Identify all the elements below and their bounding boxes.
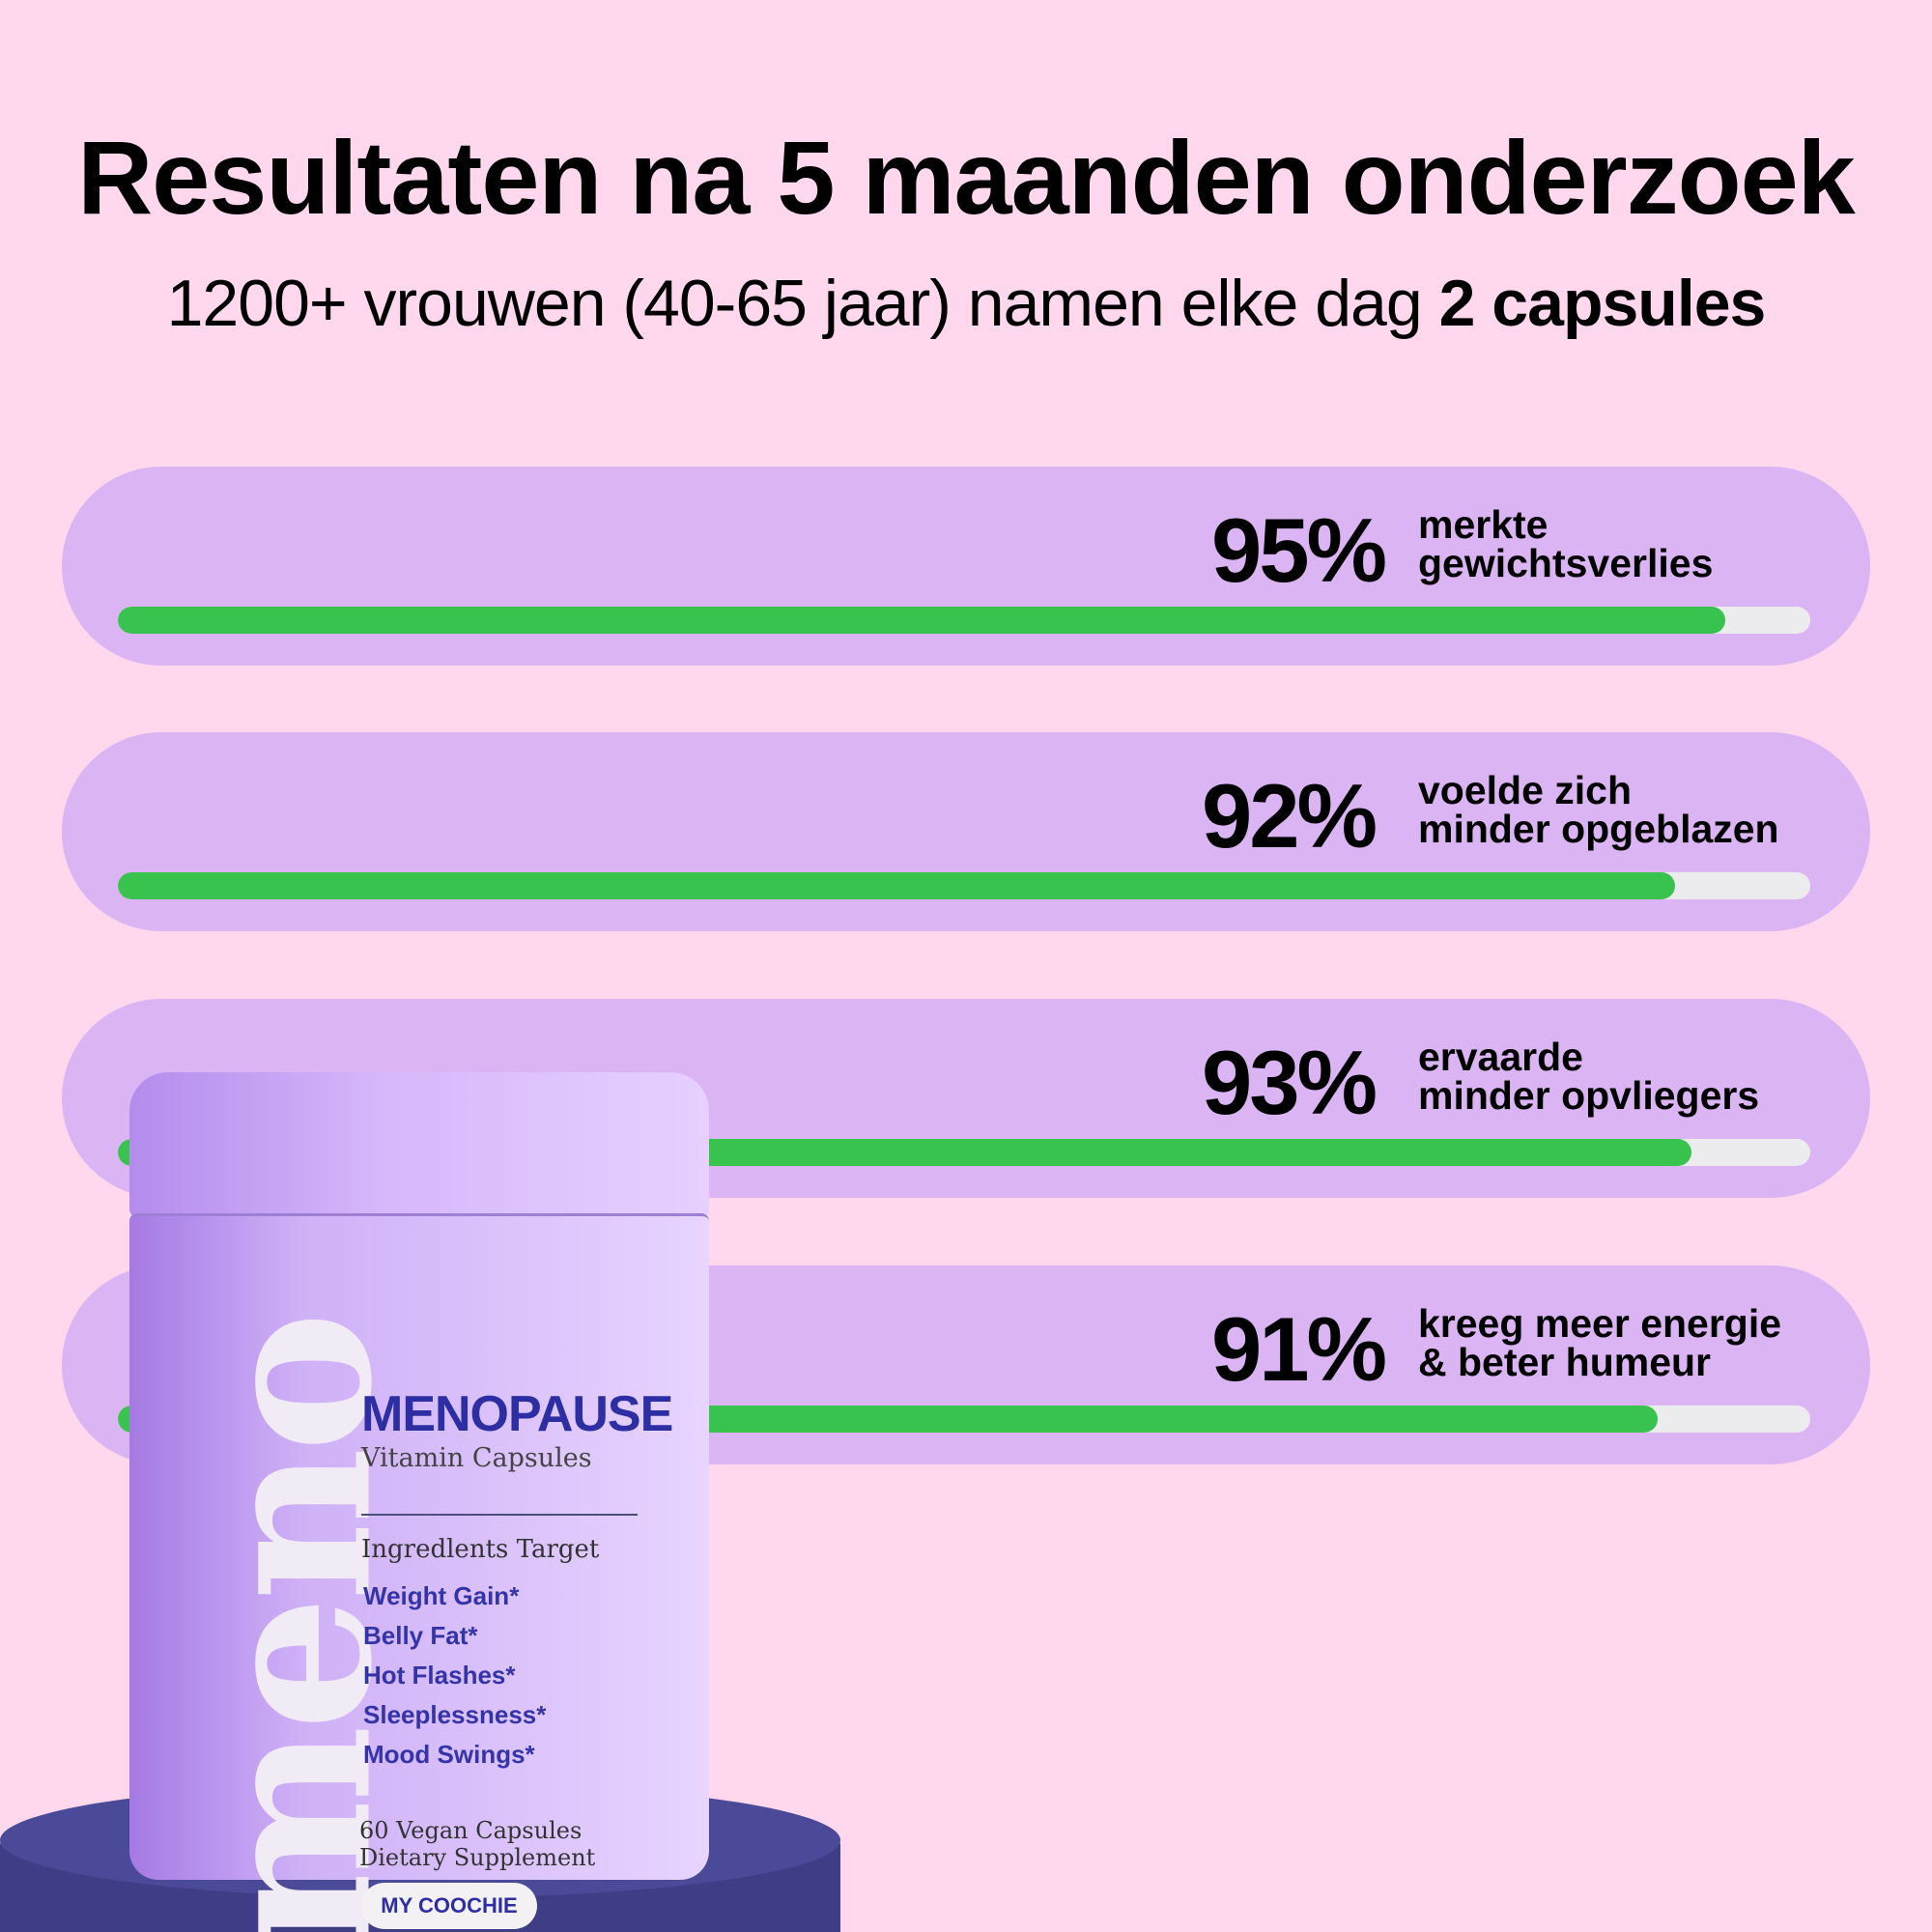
product-jar: meno MENOPAUSE Vitamin Capsules Ingredle… (129, 1072, 709, 1932)
page-title: Resultaten na 5 maanden onderzoek (77, 119, 1856, 236)
stat-description-line: gewichtsverlies (1418, 541, 1714, 585)
stat-description: voelde zich minder opgeblazen (1418, 768, 1779, 851)
capsule-count: 60 Vegan Capsules (359, 1817, 582, 1844)
brand-badge: MY COOCHIE (361, 1883, 537, 1929)
subtitle-bold-text: 2 capsules (1438, 267, 1767, 340)
ingredient-item: Weight Gain* (363, 1581, 520, 1610)
progress-track (118, 872, 1810, 899)
stat-description-line: minder opvliegers (1418, 1073, 1760, 1118)
stat-description-line: kreeg meer energie (1418, 1301, 1782, 1346)
ingredient-item: Hot Flashes* (363, 1661, 516, 1690)
label-divider (361, 1514, 638, 1516)
ingredients-list: Weight Gain* Belly Fat* Hot Flashes* Sle… (363, 1581, 546, 1779)
stat-description: ervaarde minder opvliegers (1418, 1035, 1760, 1118)
progress-fill (118, 872, 1675, 899)
stat-description-line: merkte (1418, 502, 1548, 547)
supplement-type: Dietary Supplement (359, 1844, 596, 1871)
page-subtitle: 1200+ vrouwen (40-65 jaar) namen elke da… (0, 270, 1932, 336)
subtitle-text: 1200+ vrouwen (40-65 jaar) namen elke da… (166, 267, 1439, 340)
stat-card-weight-loss: 95% merkte gewichtsverlies (62, 467, 1870, 666)
stat-percent: 95% (1211, 499, 1387, 601)
progress-track (118, 607, 1810, 634)
stat-description-line: minder opgeblazen (1418, 807, 1779, 851)
stat-description-line: ervaarde (1418, 1035, 1583, 1079)
ingredients-title: Ingredlents Target (361, 1535, 600, 1564)
jar-lid (129, 1072, 709, 1217)
jar-label: meno MENOPAUSE Vitamin Capsules Ingredle… (129, 1213, 709, 1932)
product-subtitle: Vitamin Capsules (361, 1443, 592, 1473)
stat-card-bloating: 92% voelde zich minder opgeblazen (62, 732, 1870, 931)
ingredient-item: Mood Swings* (363, 1740, 535, 1769)
stat-description-line: voelde zich (1418, 768, 1633, 812)
progress-fill (118, 607, 1726, 634)
stat-percent: 93% (1202, 1032, 1378, 1133)
stat-percent: 91% (1211, 1298, 1387, 1400)
stat-description: merkte gewichtsverlies (1418, 502, 1714, 585)
ingredient-item: Belly Fat* (363, 1621, 478, 1650)
ingredient-item: Sleeplessness* (363, 1700, 547, 1729)
stat-description-line: & beter humeur (1418, 1340, 1711, 1384)
stat-percent: 92% (1202, 765, 1378, 867)
stat-description: kreeg meer energie & beter humeur (1418, 1301, 1782, 1384)
product-name: MENOPAUSE (361, 1386, 673, 1442)
